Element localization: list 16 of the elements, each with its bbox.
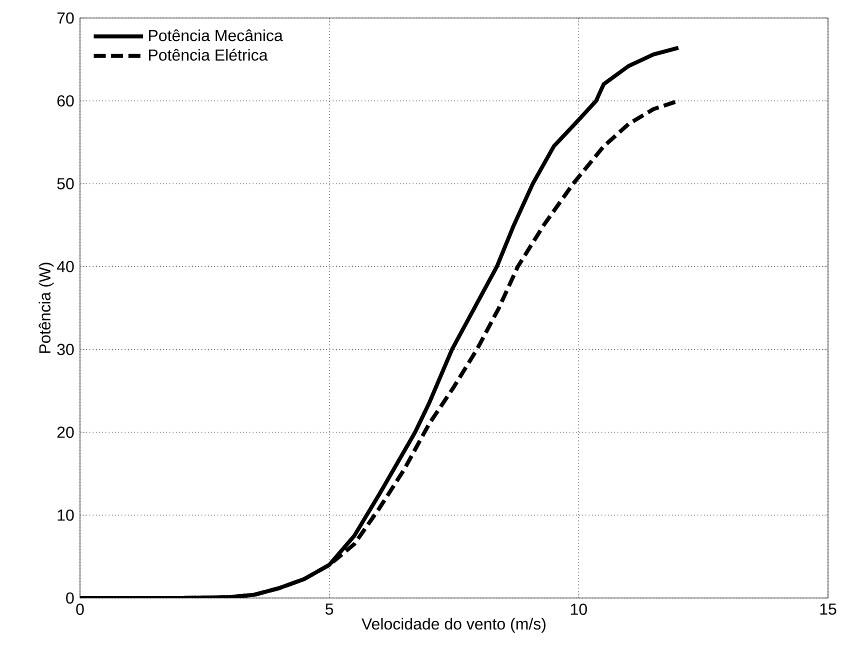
legend-label: Potência Elétrica (149, 48, 268, 61)
x-tick-label: 10 (570, 604, 587, 615)
y-tick-label: 50 (57, 178, 74, 190)
legend-label: Potência Mecânica (149, 29, 283, 42)
y-tick-label: 0 (66, 592, 74, 604)
y-tick-label: 30 (57, 344, 74, 356)
y-tick-label: 40 (56, 260, 74, 272)
y-tick-label: 10 (58, 509, 74, 521)
y-tick-label: 20 (57, 426, 74, 438)
y-tick-label: 70 (57, 12, 74, 24)
x-tick-label: 0 (76, 604, 84, 615)
x-tick-label: 15 (820, 604, 836, 615)
y-tick-label: 60 (57, 95, 74, 107)
x-axis-title: Velocidade do vento (m/s) (362, 618, 546, 633)
x-tick-label: 5 (326, 604, 334, 615)
y-axis-title: Potência (W) (38, 262, 54, 353)
